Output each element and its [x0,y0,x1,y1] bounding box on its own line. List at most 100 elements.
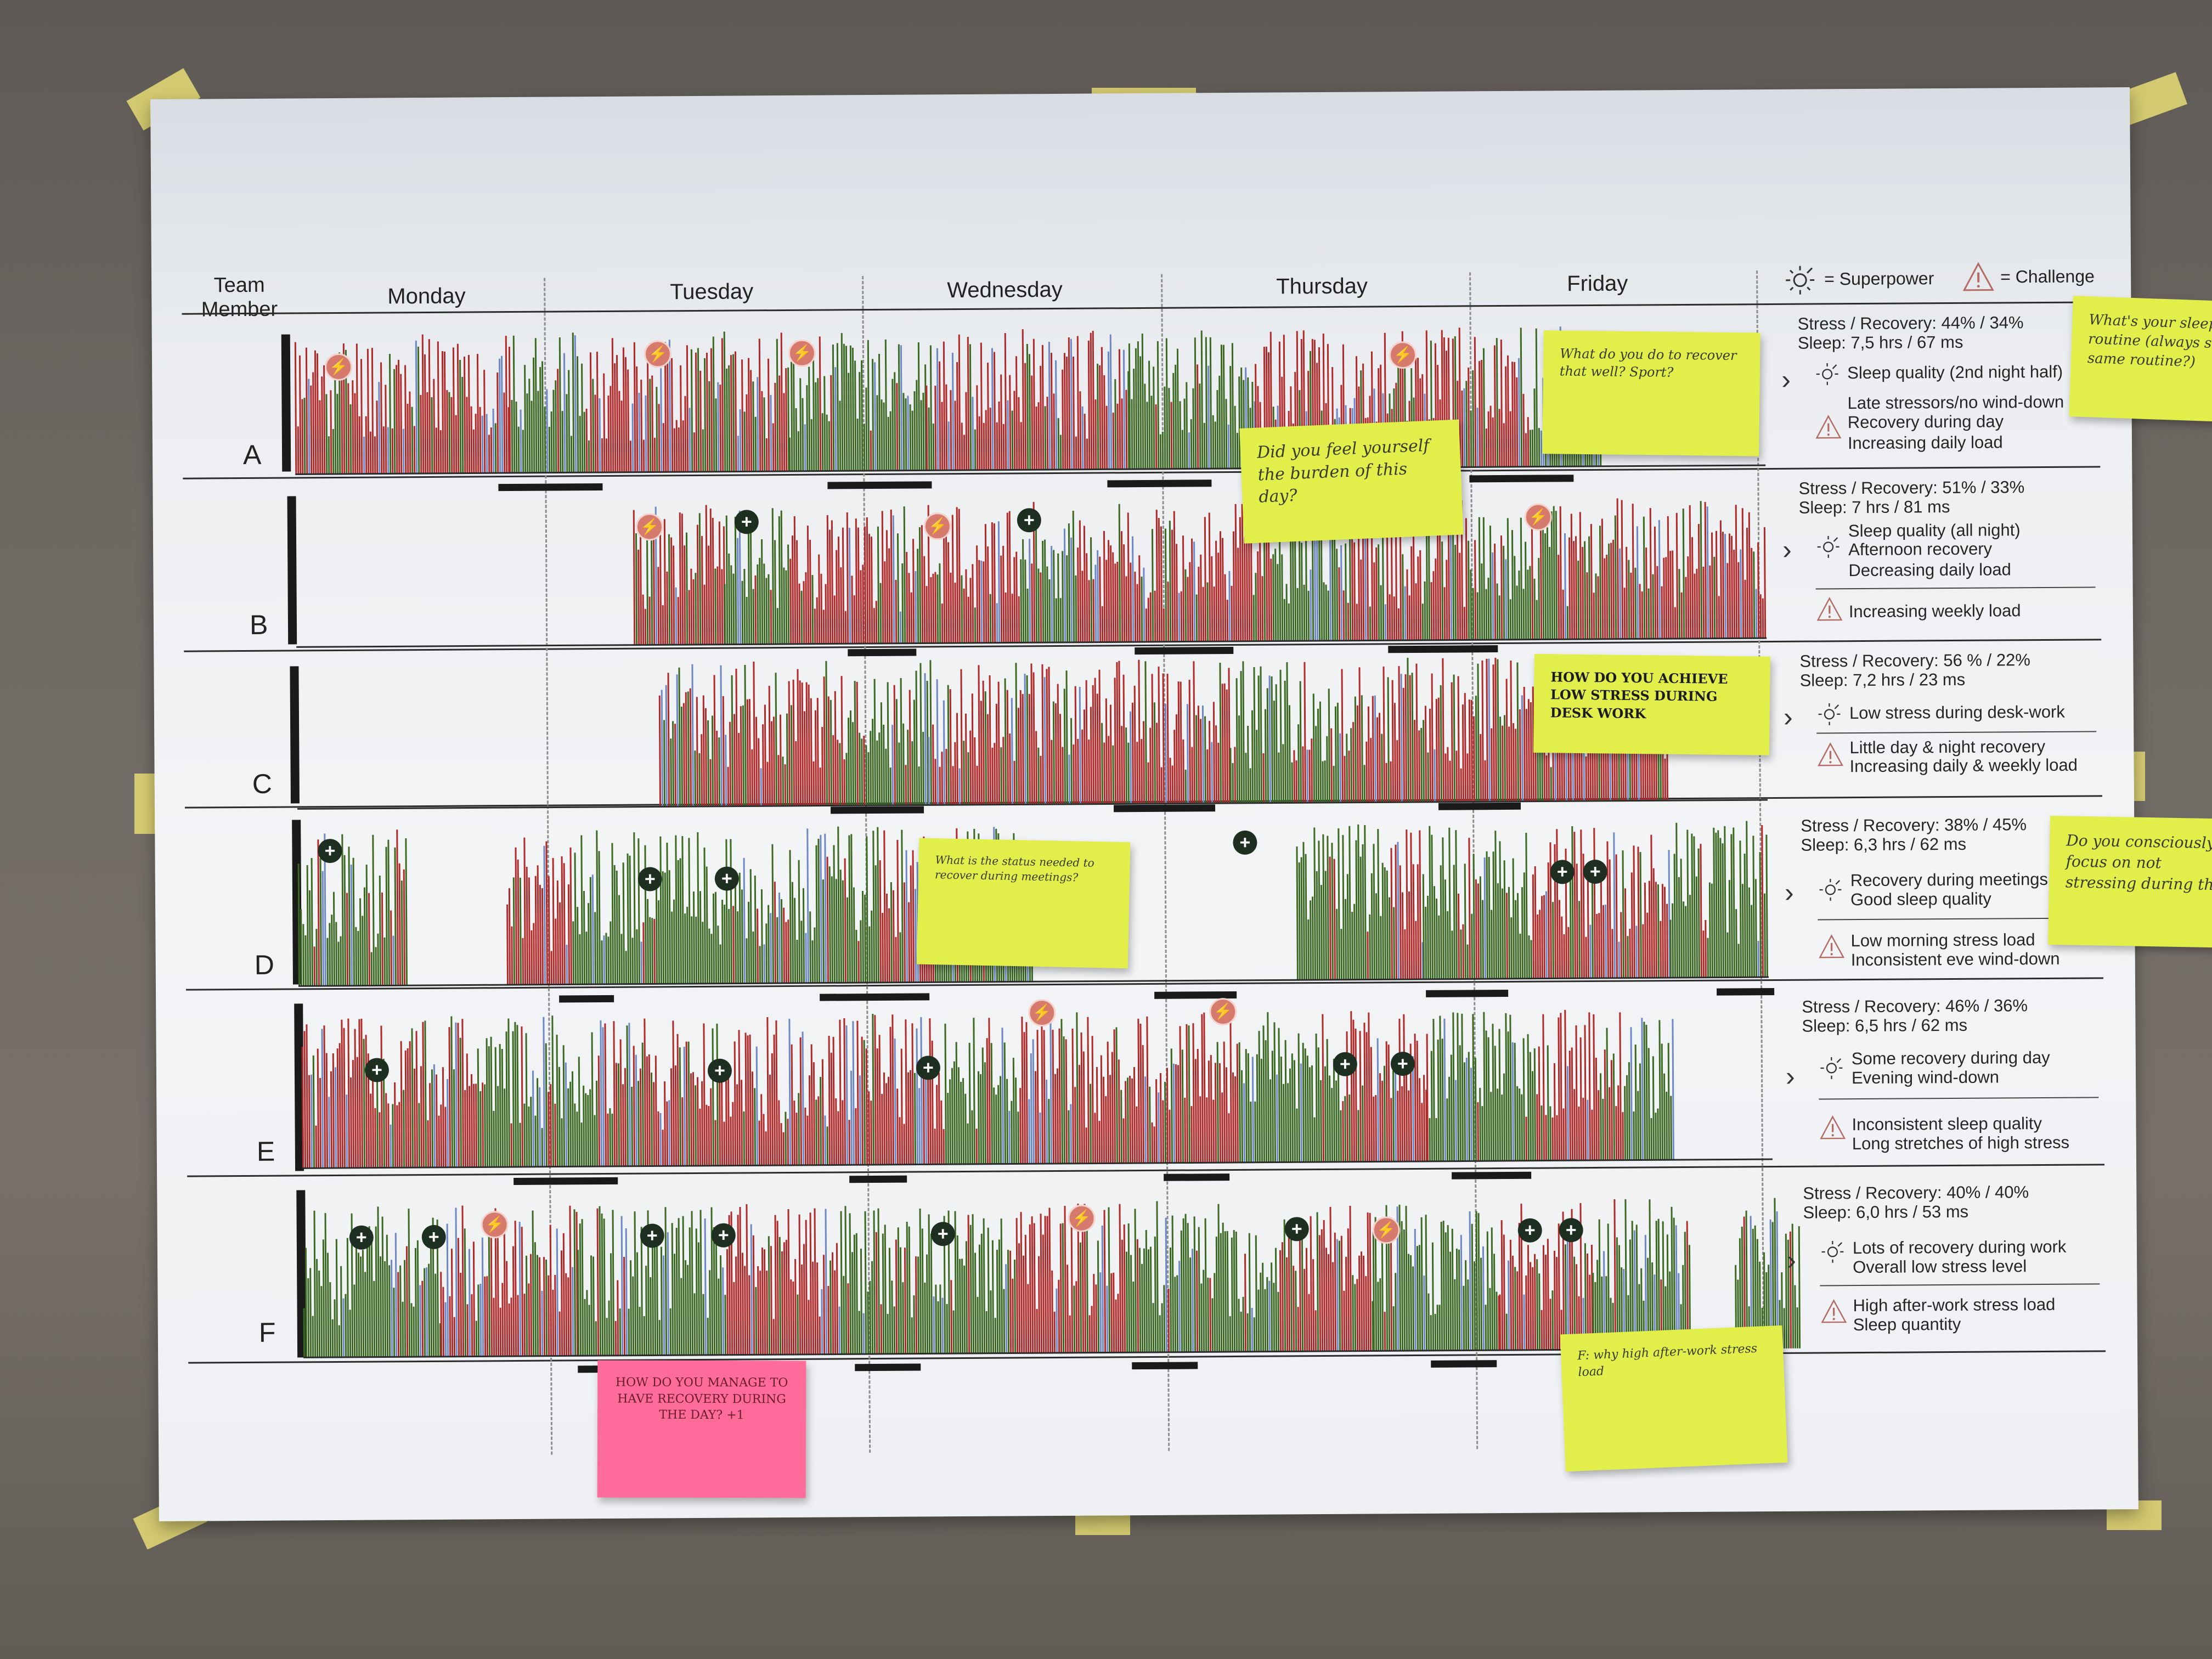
activity-bar [939,1284,942,1354]
activity-bar [1255,573,1257,641]
activity-bar [735,1256,738,1355]
activity-bar [785,1111,787,1166]
activity-bar [1153,1126,1155,1163]
activity-bar [936,679,939,805]
activity-bar [1283,1084,1285,1163]
activity-bar [1408,1090,1410,1162]
activity-bar [1015,356,1018,470]
activity-bar [479,1091,482,1167]
activity-bar [1661,586,1663,639]
chart-baseline [295,464,1766,475]
activity-bar [874,362,877,471]
activity-bar [1245,753,1247,803]
activity-bar [1680,859,1683,978]
activity-bar [1044,539,1047,643]
activity-bar [1443,1018,1446,1161]
activity-bar [1187,1223,1190,1352]
activity-bar [1231,343,1234,469]
activity-bar [1357,1110,1359,1162]
activity-bar [1121,726,1123,804]
activity-bar [664,1081,667,1166]
activity-bar [1489,1288,1492,1351]
plus-circle-icon: + [1233,830,1257,855]
activity-bar [349,1310,352,1357]
activity-bar [1529,566,1532,640]
activity-bar [1208,512,1211,642]
activity-bar [1278,752,1280,803]
row-label-d: D [254,949,275,980]
activity-bar [939,766,941,805]
activity-bar [1084,414,1086,470]
activity-bar [466,1053,469,1167]
activity-bar [1273,1022,1276,1163]
activity-bar [776,608,779,645]
activity-bar [978,560,981,643]
activity-bar [1516,377,1519,467]
activity-bar [1136,742,1138,804]
activity-bar [1303,584,1306,641]
activity-bar [375,1226,378,1357]
activity-bar [720,1255,723,1355]
activity-bar [1485,589,1488,640]
activity-bar [1421,603,1424,640]
activity-bar [954,400,957,471]
activity-bar [893,1306,896,1354]
activity-bar [1576,1264,1578,1350]
activity-bar [1376,1038,1379,1162]
activity-bar [1596,913,1598,978]
activity-bar [1570,514,1573,640]
activity-bar [1207,365,1210,469]
activity-bar [631,403,634,472]
activity-bar [1081,729,1084,804]
plus-circle-icon: + [421,1224,446,1250]
activity-bar [477,1048,480,1167]
activity-bar [1062,747,1064,804]
activity-bar [1159,1073,1162,1163]
activity-bar [1154,1236,1157,1352]
activity-bar [809,539,812,644]
activity-bar [967,752,969,805]
activity-bar [763,1249,766,1355]
activity-bar [525,1033,528,1167]
activity-bar [346,893,348,986]
activity-bar [1520,517,1523,640]
activity-bar [310,385,313,475]
activity-bar [975,1128,978,1164]
activity-bar [714,891,717,984]
activity-bar [761,539,764,645]
activity-bar [1218,1063,1221,1163]
activity-bar [1545,891,1548,979]
activity-bar [594,912,596,985]
activity-bar [812,1261,815,1355]
activity-bar [629,855,631,984]
activity-bar [1452,1012,1455,1161]
activity-bar [1564,533,1567,640]
activity-bar [1577,560,1580,640]
activity-bar [1547,1239,1550,1350]
activity-bar [472,429,475,473]
activity-bar [481,415,484,473]
activity-bar [1739,1238,1742,1349]
activity-bar [1663,887,1666,978]
activity-bar [1121,1239,1124,1353]
activity-bar [913,699,916,805]
activity-bar [614,363,617,472]
activity-bar [449,1296,452,1357]
activity-bar [1131,399,1133,470]
activity-bar [1666,1092,1668,1160]
activity-bar [732,906,735,984]
activity-bar [791,1044,794,1165]
activity-bar [1289,510,1293,641]
activity-bar [1691,537,1694,639]
activity-bar [1485,1030,1488,1161]
activity-bar [531,400,533,473]
activity-bar [1622,850,1624,978]
activity-bar [1062,1223,1065,1353]
activity-bar [1123,544,1126,642]
activity-bar [1635,1224,1639,1350]
activity-bar [1086,553,1088,642]
stats-line-2: Sleep: 7,5 hrs / 67 ms [1797,332,1963,353]
activity-bar [1352,722,1355,803]
activity-bar [1484,760,1486,802]
activity-bar [1624,1199,1628,1350]
